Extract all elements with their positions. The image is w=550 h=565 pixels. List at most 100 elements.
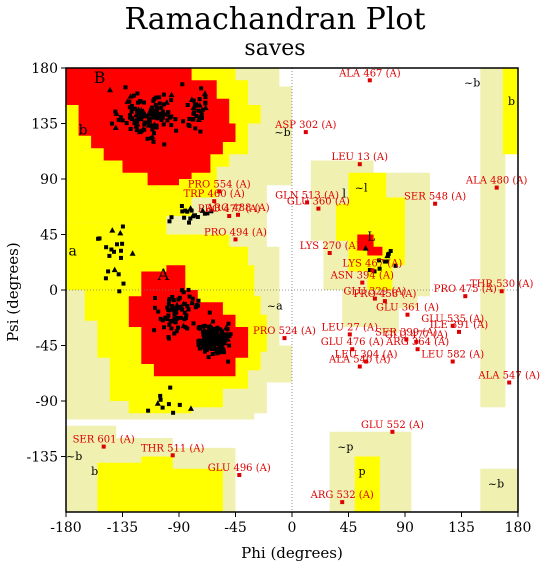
glycine-point [117, 229, 124, 236]
residue-point [204, 344, 209, 349]
residue-point [149, 105, 154, 110]
residue-point [165, 118, 170, 123]
residue-point [168, 385, 173, 390]
residue-point [106, 269, 111, 274]
glycine-point [362, 245, 369, 251]
outlier-point [170, 453, 175, 458]
residue-point [224, 333, 229, 338]
residue-point [157, 111, 162, 116]
glycine-point [163, 110, 170, 116]
x-tick-label: 45 [340, 520, 358, 536]
residue-point [162, 325, 166, 330]
residue-point [123, 85, 128, 90]
residue-point [377, 266, 382, 271]
outlier-point [316, 206, 321, 211]
generous-region-left-bottom [66, 444, 104, 494]
glycine-point [180, 300, 187, 307]
glycine-point [206, 343, 213, 350]
outlier-label: LEU 13 (A) [332, 152, 389, 163]
residue-point [181, 290, 186, 295]
residue-point [132, 121, 137, 126]
residue-point [172, 317, 177, 322]
residue-point [127, 115, 132, 120]
residue-point [173, 320, 178, 325]
outlier-point [237, 473, 242, 477]
y-tick-label: 180 [31, 61, 58, 77]
residue-point [107, 253, 112, 258]
residue-point [147, 119, 152, 124]
residue-point [153, 103, 158, 108]
x-tick-label: -135 [107, 520, 138, 536]
residue-point [165, 317, 170, 321]
residue-point [160, 114, 164, 119]
residue-point [138, 99, 143, 104]
residue-point [124, 121, 129, 126]
residue-point [116, 272, 121, 277]
region-label: ~p [337, 440, 353, 453]
residue-point [134, 128, 139, 133]
residue-point [128, 113, 132, 118]
residue-point [129, 106, 134, 111]
residue-point [169, 123, 174, 128]
residue-point [169, 114, 174, 119]
residue-point [165, 305, 170, 310]
outlier-label: LEU 304 (A) [335, 350, 398, 361]
glycine-point [129, 115, 136, 121]
residue-point [157, 95, 162, 100]
residue-point [187, 220, 191, 225]
residue-point [207, 335, 212, 340]
residue-point [162, 142, 167, 147]
residue-point [151, 111, 156, 116]
glycine-point [149, 114, 156, 120]
residue-point [157, 101, 162, 106]
residue-point [136, 116, 141, 121]
residue-point [182, 317, 187, 322]
outlier-label: GLU 552 (A) [361, 420, 424, 431]
region-label: L [367, 230, 375, 244]
residue-point [226, 321, 231, 326]
residue-point [127, 105, 132, 110]
residue-point [367, 268, 372, 272]
residue-point [207, 324, 212, 329]
residue-point [170, 295, 175, 299]
region-label: a [69, 243, 77, 259]
residue-point [166, 313, 171, 318]
residue-point [226, 359, 231, 364]
glycine-point [124, 98, 131, 104]
axes-lines [66, 68, 518, 512]
residue-point [154, 111, 159, 116]
residue-point [191, 117, 196, 122]
residue-point [197, 325, 202, 329]
region-label: ~b [464, 77, 480, 90]
residue-point [203, 332, 208, 337]
outlier-label: PRO 477 (A) [198, 204, 261, 215]
y-tick-label: 135 [31, 117, 58, 133]
outlier-label: ARG 488 (A) [205, 203, 269, 214]
glycine-point [112, 124, 119, 131]
residue-point [190, 301, 195, 306]
region-label: b [79, 123, 88, 139]
residue-point [196, 298, 201, 303]
y-tick-label: -90 [35, 394, 58, 410]
region-label: B [94, 68, 106, 87]
outlier-label: TRP 460 (A) [183, 189, 244, 200]
residue-point [177, 402, 182, 407]
glycine-point [187, 405, 194, 411]
residue-point [202, 340, 206, 345]
outlier-label: GLU 476 (A) [321, 337, 384, 348]
glycine-point [218, 330, 225, 337]
residue-point [171, 410, 176, 415]
outlier-label: LYS 270 (A) [300, 241, 360, 252]
residue-point [153, 305, 157, 310]
residue-point [203, 95, 208, 100]
residue-point [211, 345, 216, 350]
outlier-point [382, 299, 387, 304]
residue-point [118, 115, 123, 120]
residue-point [144, 120, 148, 125]
residue-point [136, 111, 141, 116]
residue-point [167, 298, 171, 303]
residue-point [202, 323, 207, 328]
residue-point [182, 215, 187, 220]
residue-point [115, 242, 119, 247]
region-label: ~b [66, 450, 82, 463]
